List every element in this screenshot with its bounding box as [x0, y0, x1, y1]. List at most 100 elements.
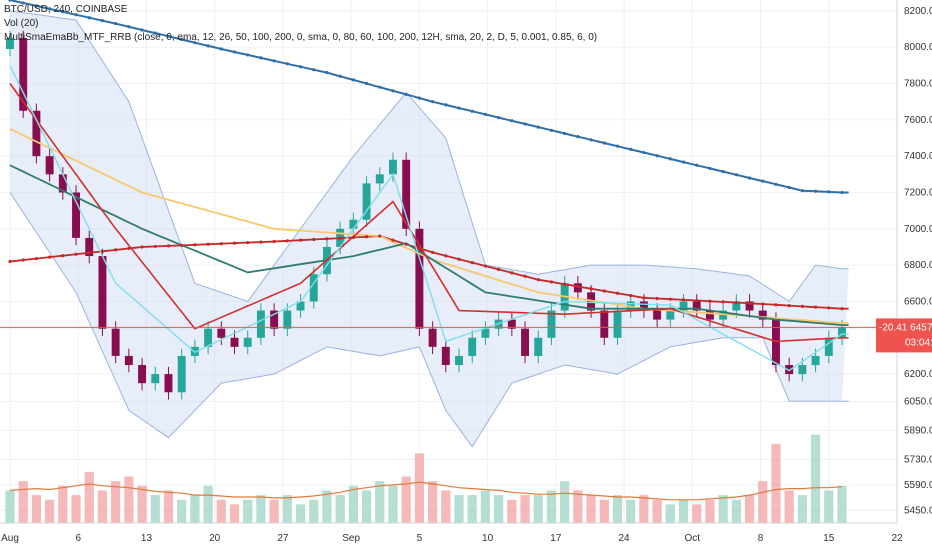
ema-200-marker	[153, 244, 157, 249]
volume-bar	[282, 495, 292, 523]
volume-bar	[203, 485, 213, 523]
ema-200-marker	[232, 241, 237, 245]
ema-200-marker	[483, 264, 488, 268]
volume-indicator-label[interactable]: Vol (20)	[4, 18, 39, 29]
candle-body	[798, 365, 807, 375]
sma-200-12h-marker	[681, 160, 686, 164]
ema-200-marker	[34, 256, 39, 261]
bollinger-band-lower	[9, 192, 849, 448]
sma-200-12h-marker	[351, 78, 355, 82]
sma-200-12h-marker	[140, 28, 144, 32]
volume-bar	[599, 499, 609, 523]
ema-200-marker	[774, 303, 778, 307]
candle-body	[230, 337, 239, 347]
candle-body	[468, 337, 477, 356]
bollinger-band-upper	[9, 10, 849, 303]
price-axis-label: 5590.00	[904, 480, 932, 491]
ema-200-marker	[127, 246, 131, 251]
sma-200-12h-marker	[787, 185, 791, 190]
sma-200-12h-marker	[219, 47, 223, 51]
price-axis-label: 6600.00	[904, 296, 932, 307]
sma-200-12h-marker	[708, 166, 712, 171]
moving-averages	[8, 0, 849, 372]
volume-bar	[84, 471, 94, 523]
ema-200-marker	[655, 296, 659, 301]
sma-200-12h-marker	[166, 34, 171, 38]
volume-bar	[718, 495, 728, 523]
sma-200-12h-marker	[246, 53, 250, 57]
ma-indicator-label[interactable]: MultiSmaEmaBb_MTF_RRB (close, 0, ema, 12…	[4, 32, 598, 43]
volume-bar	[586, 495, 596, 523]
ema-200-marker	[523, 274, 527, 278]
candle-body	[428, 328, 437, 347]
volume-bar	[731, 499, 741, 523]
ema-200-marker	[470, 261, 474, 265]
time-axis-label: 10	[482, 533, 494, 544]
ema-200-marker	[457, 257, 461, 261]
volume-bar	[480, 490, 491, 523]
ema-200-marker	[285, 239, 289, 243]
candle-body	[85, 237, 94, 257]
ema-200-marker	[87, 251, 91, 255]
ema-26-line	[9, 83, 849, 343]
price-axis-label: 7600.00	[904, 115, 932, 126]
volume-bar	[388, 485, 398, 523]
sma-200-12h-marker	[298, 65, 303, 69]
ema-200-marker	[510, 271, 514, 275]
candle-body	[309, 274, 318, 302]
time-axis-label: 8	[758, 533, 764, 544]
ema-200-marker	[431, 250, 435, 255]
volume-bar	[560, 481, 570, 523]
candle-body	[639, 301, 648, 311]
ema-200-marker	[74, 252, 78, 256]
ema-200-marker	[589, 287, 593, 291]
candle-body	[824, 337, 833, 356]
volume-bar	[5, 490, 15, 523]
sma-200-12h-marker	[444, 103, 448, 107]
sma-200-12h-marker	[470, 109, 474, 113]
ema-200-marker	[404, 242, 408, 246]
time-axis-label: 13	[141, 533, 153, 544]
price-axis-label: 6800.00	[904, 260, 932, 271]
volume-bar	[573, 490, 583, 523]
price-axis-label: 5450.00	[904, 505, 932, 516]
sma-200-12h-marker	[602, 141, 606, 145]
candle-body	[415, 228, 424, 329]
volume-bar	[401, 476, 411, 523]
price-axis-label: 7800.00	[904, 79, 932, 90]
volume-bar	[626, 499, 636, 523]
time-axis-label: Sep	[342, 533, 360, 544]
candle-body	[138, 365, 147, 384]
candle-body	[124, 355, 133, 366]
sma-200-12h-marker	[272, 59, 276, 63]
ema-200-marker	[338, 236, 342, 240]
sma-200-12h-marker	[378, 85, 382, 89]
countdown-label: 03:04:15	[905, 337, 932, 348]
grid	[0, 0, 898, 523]
candle-body	[534, 337, 543, 356]
sma-200-12h-marker	[206, 44, 210, 48]
candle-body	[6, 38, 14, 50]
ema-200-marker	[312, 237, 316, 242]
sma-200-12h-marker	[100, 19, 105, 23]
symbol-title[interactable]: BTC/USD, 240, COINBASE	[4, 4, 128, 15]
sma-200-12h-marker	[259, 56, 263, 60]
candle-body	[164, 374, 173, 393]
volume-bar	[744, 495, 755, 523]
candle-body	[204, 328, 213, 347]
candle-body	[19, 38, 28, 111]
candle-body	[507, 319, 516, 329]
sma-200-12h-marker	[536, 125, 540, 129]
volume-bar	[375, 481, 385, 523]
candle-body	[758, 310, 767, 320]
ema-200-marker	[378, 234, 382, 238]
volume-ma-line	[9, 481, 843, 501]
sma-200-12h-marker	[497, 115, 501, 120]
time-axis-label: 17	[550, 533, 562, 544]
candle-body	[98, 256, 107, 329]
ema-200-marker	[193, 243, 197, 247]
ema-200-marker	[695, 298, 699, 303]
sma-200-12h-marker	[655, 154, 659, 158]
